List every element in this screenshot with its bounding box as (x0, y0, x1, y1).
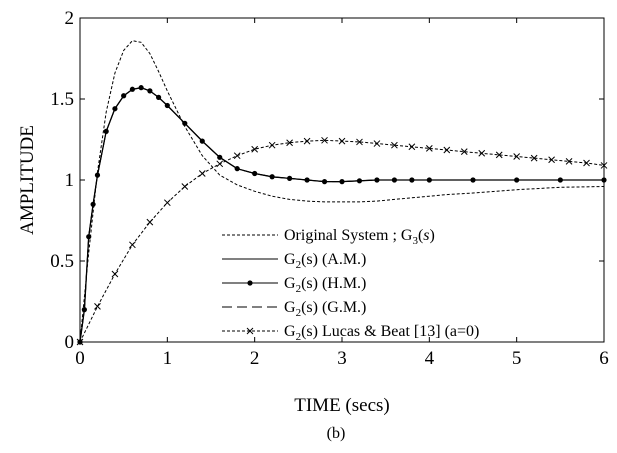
series-1 (79, 40, 605, 343)
x-tick-label: 6 (599, 348, 609, 369)
series-point (198, 170, 206, 177)
series-point (94, 303, 101, 310)
y-axis-label: AMPLITUDE (17, 125, 38, 235)
series-4 (79, 87, 604, 343)
series-point (268, 141, 276, 149)
series-point (565, 158, 573, 165)
legend-item: G2(s) (H.M.) (222, 275, 366, 295)
series-point (111, 270, 119, 278)
legend: Original System ; G3(s) G2(s) (A.M.) G2(s)… (222, 227, 479, 343)
y-tick-label: 1 (65, 170, 75, 191)
series-point (391, 141, 398, 149)
series-point (356, 138, 363, 146)
legend-label: G2(s) (H.M.) (284, 275, 366, 295)
series-point (338, 137, 346, 145)
y-tick-label: 0 (65, 332, 75, 353)
series-line (79, 87, 604, 343)
series-point (356, 178, 363, 184)
series-point (76, 338, 84, 346)
x-tick-label: 4 (425, 348, 435, 369)
legend-marker (246, 327, 254, 335)
series-point (303, 137, 311, 145)
series-point (495, 151, 503, 159)
series-point (443, 146, 451, 154)
legend-item: G2(s) (A.M.) (222, 251, 366, 271)
series-point (112, 106, 118, 112)
series-point (583, 159, 590, 167)
series-5 (76, 136, 608, 346)
series-point (321, 136, 328, 144)
series-point (373, 140, 381, 147)
axis-ticks: 0 1 2 3 4 5 6 0 0.5 1 1.5 2 (50, 8, 609, 369)
series-point (425, 145, 433, 152)
y-tick-label: 0.5 (50, 251, 74, 272)
series-point (460, 148, 468, 156)
series-point (233, 152, 241, 160)
series-point (286, 139, 293, 147)
series-point (146, 218, 154, 226)
series-point (251, 145, 259, 153)
series-point (408, 143, 416, 151)
series-point (252, 170, 258, 177)
legend-label: G2(s) (A.M.) (284, 251, 366, 271)
x-tick-label: 5 (512, 348, 522, 369)
series-point (129, 241, 136, 249)
figure-caption: (b) (327, 425, 346, 442)
series-point (478, 149, 486, 157)
series-point (181, 183, 189, 190)
legend-item: G2(s) Lucas & Beat [13] (a=0) (222, 323, 479, 343)
series-point (530, 154, 538, 162)
series-point (163, 199, 171, 207)
series-point (269, 174, 275, 180)
x-tick-label: 0 (75, 348, 85, 369)
y-tick-label: 1.5 (50, 89, 74, 110)
x-tick-label: 2 (250, 348, 260, 369)
legend-item: Original System ; G3(s) (222, 227, 435, 247)
legend-label: G2(s) Lucas & Beat [13] (a=0) (284, 323, 479, 343)
series-point (374, 177, 380, 183)
series-point (147, 88, 153, 94)
legend-marker (247, 280, 253, 286)
x-tick-label: 3 (337, 348, 347, 369)
series-point (216, 160, 224, 168)
y-tick-label: 2 (65, 8, 75, 29)
series-point (600, 162, 608, 169)
x-axis-label: TIME (secs) (294, 395, 390, 416)
series-point (513, 153, 521, 160)
series-layer (76, 40, 608, 346)
series-point (121, 93, 127, 99)
legend-label: Original System ; G3(s) (284, 227, 435, 247)
legend-item: G2(s) (G.M.) (222, 299, 366, 319)
series-line (79, 40, 605, 343)
series-point (548, 156, 555, 164)
legend-label: G2(s) (G.M.) (284, 299, 366, 319)
x-tick-label: 1 (163, 348, 173, 369)
